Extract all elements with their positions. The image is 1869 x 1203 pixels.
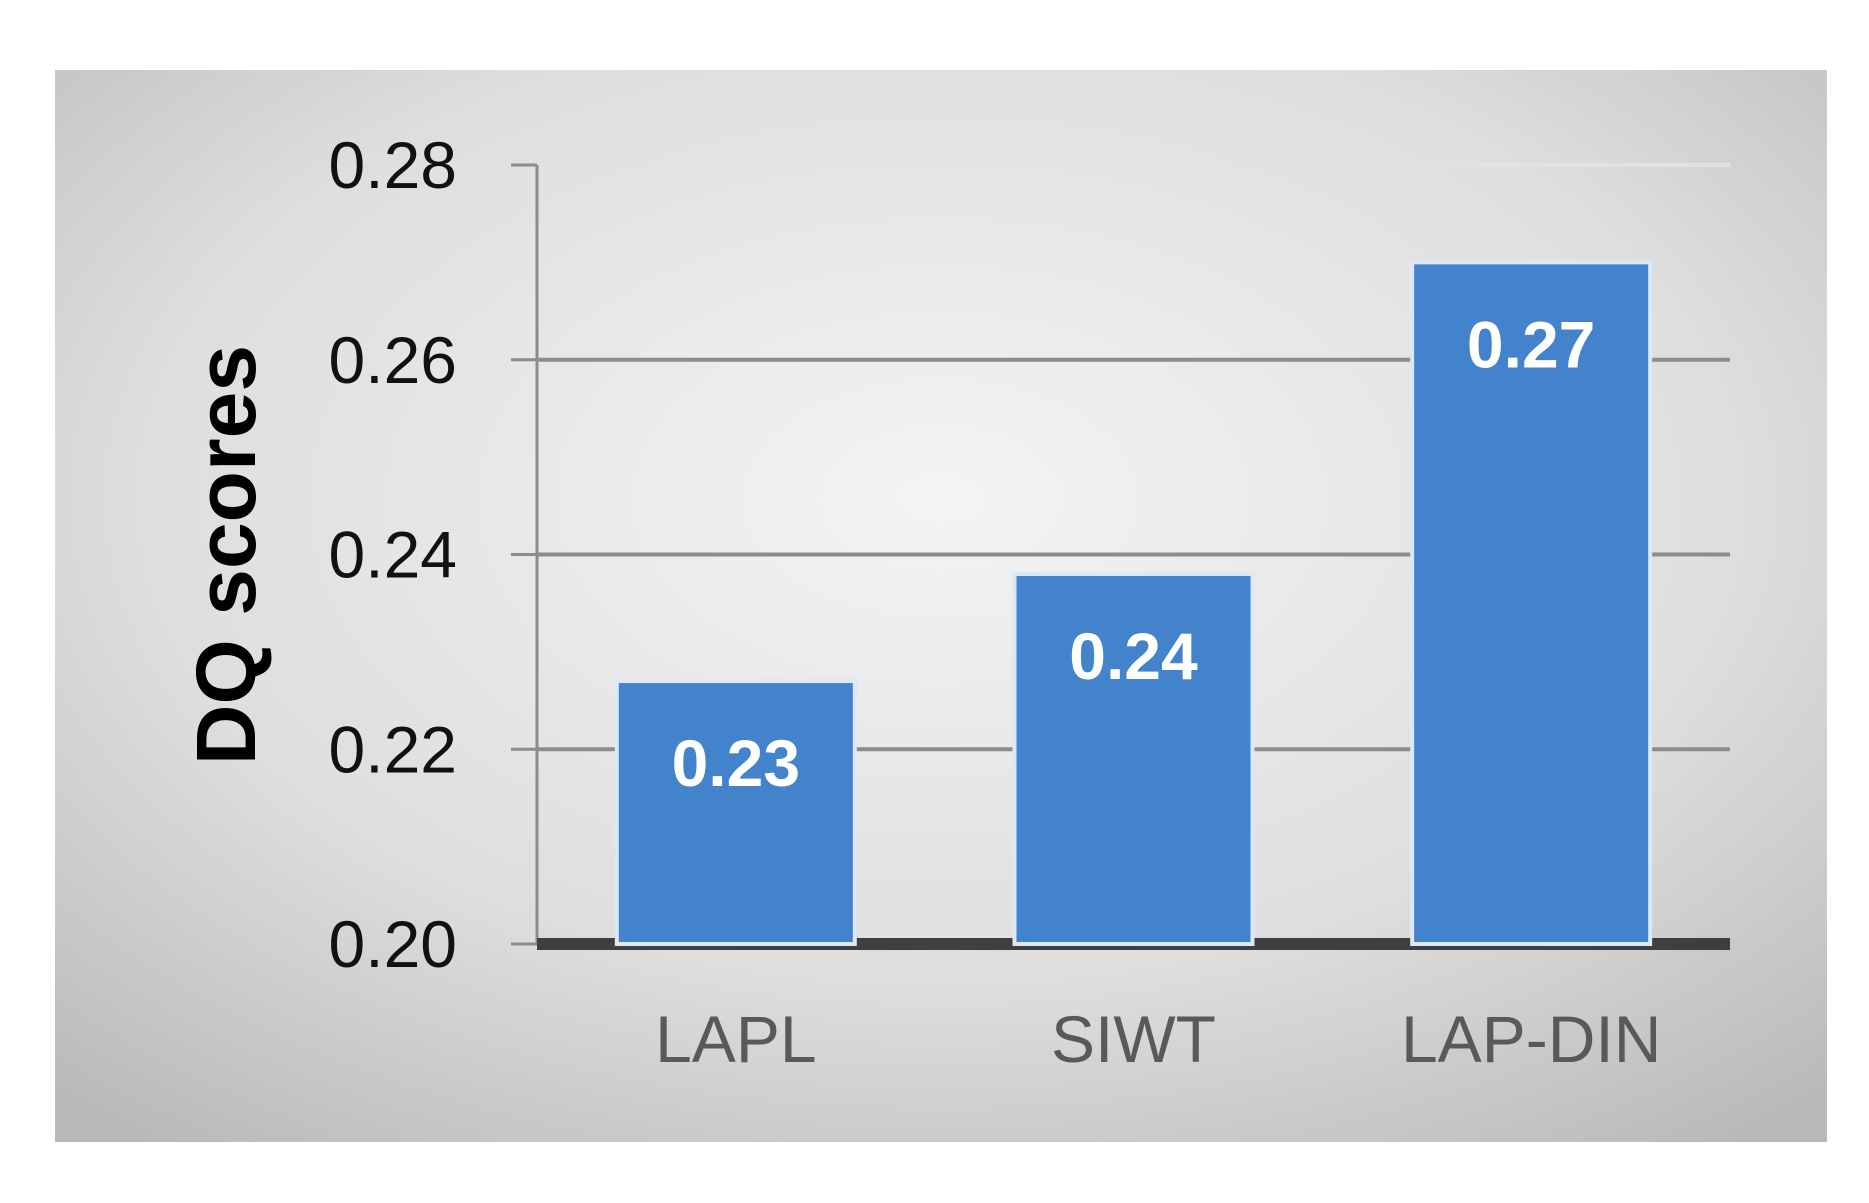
- data-label: 0.27: [1467, 307, 1595, 381]
- y-tick-label: 0.20: [329, 907, 457, 981]
- bars: [614, 260, 1653, 947]
- y-axis-title: DQ scores: [179, 345, 273, 765]
- bar-lapl: [614, 679, 857, 947]
- data-label: 0.23: [672, 726, 800, 800]
- x-tick-label: SIWT: [1051, 1002, 1216, 1076]
- x-tick-label: LAPL: [655, 1002, 816, 1076]
- data-label: 0.24: [1069, 619, 1198, 693]
- bar-siwt: [1012, 571, 1255, 946]
- labels: 0.23 LAPL 0.24 SIWT 0.27 LAP-DIN: [655, 307, 1661, 1076]
- y-tick-label: 0.28: [329, 128, 457, 202]
- y-tick-label: 0.24: [329, 518, 457, 592]
- y-tick-label: 0.22: [329, 712, 457, 786]
- y-tick-label: 0.26: [329, 323, 457, 397]
- x-tick-label: LAP-DIN: [1401, 1002, 1661, 1076]
- bar-lap-din: [1410, 260, 1653, 946]
